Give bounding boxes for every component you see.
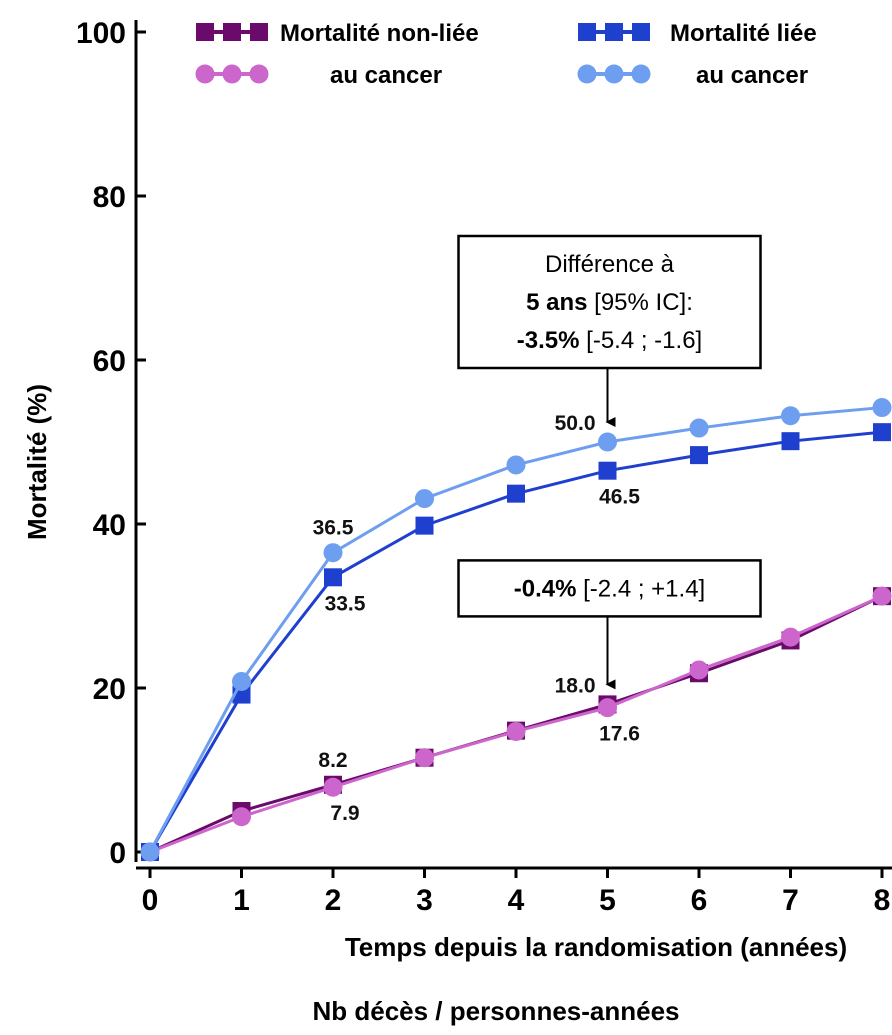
series-3-point <box>598 432 617 452</box>
series-3-point <box>506 455 526 475</box>
y-axis-title: Mortalité (%) <box>22 384 52 540</box>
legend-label: Mortalité non-liée <box>280 20 479 47</box>
series-2-point <box>873 423 891 442</box>
legend-swatch-square <box>578 23 596 41</box>
series-3-point <box>323 543 343 563</box>
annotation-text: 5 ans <box>526 289 587 316</box>
legend-swatch-circle <box>195 64 215 84</box>
data-label: 18.0 <box>555 674 596 697</box>
series-2-point <box>415 516 434 535</box>
y-tick-label: 80 <box>93 181 126 214</box>
x-tick-label: 2 <box>325 884 342 917</box>
x-tick-label: 7 <box>782 884 799 917</box>
annotation-1-line: -0.4% [-2.4 ; +1.4] <box>514 575 705 602</box>
legend-swatch-circle <box>631 64 651 84</box>
series-1-point <box>506 721 526 741</box>
x-tick-label: 4 <box>508 884 525 917</box>
y-tick-label: 60 <box>93 345 126 378</box>
y-tick-label: 100 <box>76 17 126 50</box>
legend-swatch-square <box>223 23 241 41</box>
annotation-box-0 <box>457 234 762 370</box>
annotation-text: [-2.4 ; +1.4] <box>576 575 705 602</box>
series-2-point <box>781 432 800 451</box>
legend-swatch-square <box>632 23 650 41</box>
series-3-point <box>140 842 160 862</box>
annotation-0-line: 5 ans [95% IC]: <box>526 289 693 316</box>
annotation-text: -0.4% <box>514 575 577 602</box>
y-tick-label: 40 <box>93 509 126 542</box>
series-2-point <box>598 461 617 480</box>
y-tick-label: 0 <box>109 837 126 870</box>
series-3-point <box>415 489 434 509</box>
annotation-text: [-5.4 ; -1.6] <box>579 327 702 354</box>
series-1-point <box>415 748 434 768</box>
legend-swatch-square <box>196 23 214 41</box>
data-label: 17.6 <box>599 723 640 746</box>
x-tick-label: 6 <box>691 884 708 917</box>
x-axis-subcaption: Nb décès / personnes-années <box>312 996 679 1026</box>
legend-label: au cancer <box>696 62 808 89</box>
series-3-point <box>781 406 800 426</box>
legend-swatch-circle <box>249 64 269 84</box>
series-2-point <box>690 446 708 465</box>
data-label: 33.5 <box>325 592 366 615</box>
legend-label: au cancer <box>330 62 442 89</box>
annotation-text: [95% IC]: <box>588 289 693 316</box>
series-3-point <box>872 398 892 418</box>
legend-swatch-circle <box>604 64 624 84</box>
series-1-point <box>323 777 343 797</box>
annotation-0-line: Différence à <box>545 251 675 278</box>
data-label: 8.2 <box>318 749 347 772</box>
data-label: 36.5 <box>313 517 354 540</box>
y-tick-label: 20 <box>93 673 126 706</box>
series-1-point <box>872 586 892 606</box>
legend-swatch-square <box>250 23 268 41</box>
legend-label: Mortalité liée <box>670 20 817 47</box>
series-2-point <box>324 568 342 587</box>
annotation-0-line: -3.5% [-5.4 ; -1.6] <box>517 327 702 354</box>
series-2-point <box>507 484 525 503</box>
x-tick-label: 0 <box>142 884 159 917</box>
legend-swatch-square <box>605 23 623 41</box>
series-3-point <box>232 671 251 691</box>
x-axis-title: Temps depuis la randomisation (années) <box>345 932 847 962</box>
legend-swatch-circle <box>577 64 597 84</box>
series-3-point <box>689 418 709 438</box>
annotation-text: -3.5% <box>517 327 580 354</box>
series-1-point <box>689 660 709 680</box>
x-tick-label: 5 <box>599 884 616 917</box>
series-1-point <box>598 698 617 718</box>
data-label: 7.9 <box>330 802 359 825</box>
data-label: 50.0 <box>555 412 596 435</box>
series-1-point <box>232 807 251 827</box>
x-tick-label: 3 <box>416 884 433 917</box>
x-tick-label: 8 <box>874 884 891 917</box>
series-1-point <box>781 627 800 647</box>
data-label: 46.5 <box>599 486 640 509</box>
legend-swatch-circle <box>222 64 242 84</box>
annotation-text: Différence à <box>545 251 675 278</box>
annotation-box-1 <box>457 559 762 618</box>
x-tick-label: 1 <box>233 884 250 917</box>
